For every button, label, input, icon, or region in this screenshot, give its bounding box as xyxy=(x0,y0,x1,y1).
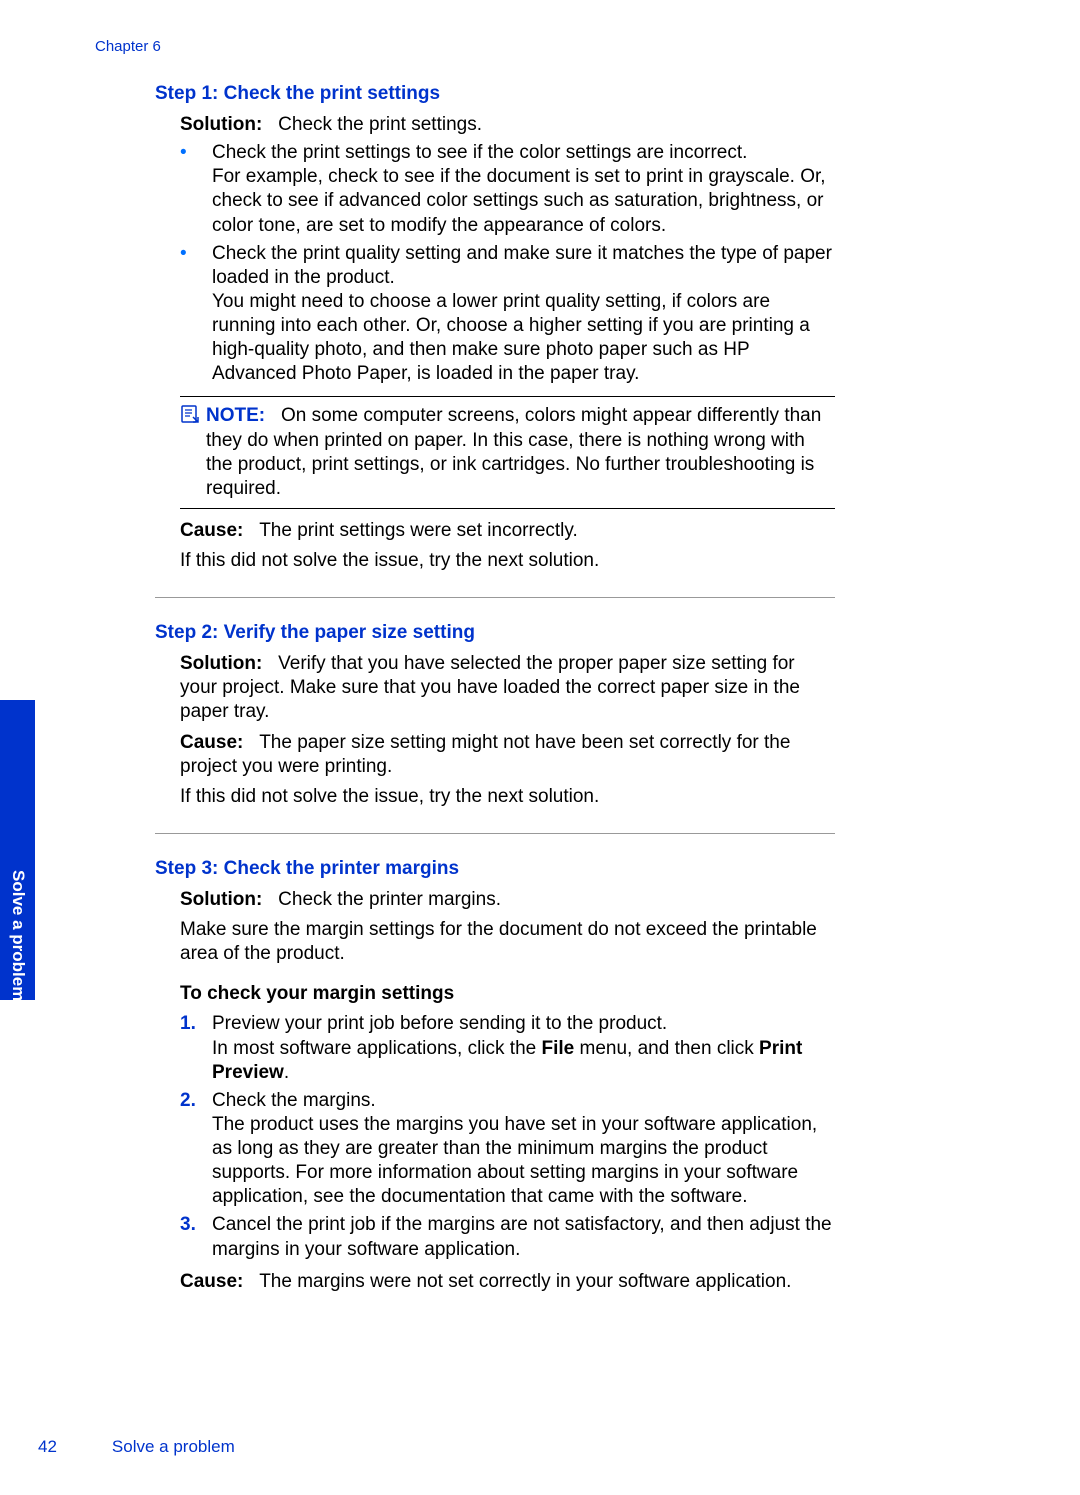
list-text: Cancel the print job if the margins are … xyxy=(212,1213,835,1261)
note-icon xyxy=(180,404,206,430)
solution-label: Solution: xyxy=(180,114,262,135)
solution-label: Solution: xyxy=(180,889,262,910)
list-item: 2. Check the margins. The product uses t… xyxy=(180,1089,835,1210)
bullet-text: Check the print quality setting and make… xyxy=(212,242,835,290)
cause-text: The print settings were set incorrectly. xyxy=(259,520,578,541)
solution-text: Verify that you have selected the proper… xyxy=(180,653,800,722)
bullet-text: You might need to choose a lower print q… xyxy=(212,290,835,387)
note-label: NOTE: xyxy=(206,405,265,426)
step2-body: Solution: Verify that you have selected … xyxy=(155,652,835,809)
divider xyxy=(155,833,835,834)
list-text: In most software applications, click the… xyxy=(212,1037,835,1085)
bullet-dot-icon: • xyxy=(180,141,212,165)
step3-make-sure: Make sure the margin settings for the do… xyxy=(180,918,835,966)
step1-cause: Cause: The print settings were set incor… xyxy=(180,519,835,543)
bullet-dot-icon: • xyxy=(180,242,212,266)
list-number: 1. xyxy=(180,1012,212,1036)
side-tab: Solve a problem xyxy=(0,700,35,1000)
list-text: Preview your print job before sending it… xyxy=(212,1012,835,1036)
step1-heading: Step 1: Check the print settings xyxy=(155,83,835,105)
bullet-item: • Check the print settings to see if the… xyxy=(180,141,835,238)
page-number: 42 xyxy=(38,1437,57,1457)
main-content: Step 1: Check the print settings Solutio… xyxy=(155,83,835,1296)
bullet-text: Check the print settings to see if the c… xyxy=(212,141,835,165)
list-text: The product uses the margins you have se… xyxy=(212,1113,835,1210)
step3-solution: Solution: Check the printer margins. xyxy=(180,888,835,912)
solution-text: Check the print settings. xyxy=(278,114,482,135)
numbered-list: 1. Preview your print job before sending… xyxy=(180,1012,835,1261)
step2-next: If this did not solve the issue, try the… xyxy=(180,785,835,809)
cause-text: The paper size setting might not have be… xyxy=(180,732,790,777)
step2-cause: Cause: The paper size setting might not … xyxy=(180,731,835,779)
step3-body: Solution: Check the printer margins. Mak… xyxy=(155,888,835,1294)
cause-text: The margins were not set correctly in yo… xyxy=(259,1271,791,1292)
footer: 42 Solve a problem xyxy=(38,1437,235,1457)
step2-heading: Step 2: Verify the paper size setting xyxy=(155,622,835,644)
bullet-text: For example, check to see if the documen… xyxy=(212,165,835,237)
step2-solution: Solution: Verify that you have selected … xyxy=(180,652,835,724)
list-item: 3. Cancel the print job if the margins a… xyxy=(180,1213,835,1261)
step1-next: If this did not solve the issue, try the… xyxy=(180,549,835,573)
footer-title: Solve a problem xyxy=(112,1437,235,1457)
step3-cause: Cause: The margins were not set correctl… xyxy=(180,1270,835,1294)
bullet-item: • Check the print quality setting and ma… xyxy=(180,242,835,387)
list-item: 1. Preview your print job before sending… xyxy=(180,1012,835,1084)
cause-label: Cause: xyxy=(180,1271,243,1292)
list-number: 3. xyxy=(180,1213,212,1237)
divider xyxy=(155,597,835,598)
note-callout: NOTE: On some computer screens, colors m… xyxy=(180,396,835,509)
list-number: 2. xyxy=(180,1089,212,1113)
step1-body: Solution: Check the print settings. • Ch… xyxy=(155,113,835,573)
side-tab-label: Solve a problem xyxy=(8,870,28,1001)
step1-bullets: • Check the print settings to see if the… xyxy=(180,141,835,386)
solution-text: Check the printer margins. xyxy=(278,889,501,910)
solution-label: Solution: xyxy=(180,653,262,674)
note-text: On some computer screens, colors might a… xyxy=(206,405,821,498)
step1-solution: Solution: Check the print settings. xyxy=(180,113,835,137)
cause-label: Cause: xyxy=(180,520,243,541)
procedure-heading: To check your margin settings xyxy=(180,982,835,1006)
list-text: Check the margins. xyxy=(212,1089,835,1113)
step3-heading: Step 3: Check the printer margins xyxy=(155,858,835,880)
document-page: Solve a problem Chapter 6 Step 1: Check … xyxy=(0,0,1080,1495)
chapter-header: Chapter 6 xyxy=(95,38,161,55)
cause-label: Cause: xyxy=(180,732,243,753)
